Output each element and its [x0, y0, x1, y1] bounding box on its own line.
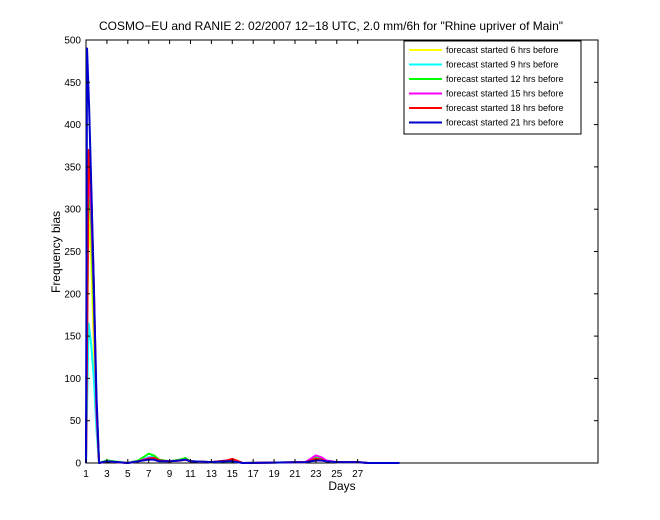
- y-tick-label: 150: [64, 332, 81, 343]
- legend-label-3: forecast started 12 hrs before: [446, 74, 564, 84]
- y-tick-label: 450: [64, 78, 81, 89]
- legend-label-2: forecast started 9 hrs before: [446, 60, 559, 70]
- y-tick-label: 350: [64, 162, 81, 173]
- x-tick-label: 5: [125, 469, 131, 480]
- y-tick-label: 200: [64, 289, 81, 300]
- x-axis-label: Days: [328, 479, 355, 493]
- y-tick-label: 100: [64, 374, 81, 385]
- x-tick-label: 13: [206, 469, 218, 480]
- legend-label-1: forecast started 6 hrs before: [446, 45, 559, 55]
- x-tick-label: 21: [289, 469, 301, 480]
- y-tick-label: 250: [64, 247, 81, 258]
- x-tick-label: 25: [331, 469, 343, 480]
- y-tick-label: 400: [64, 120, 81, 131]
- x-tick-label: 1: [83, 469, 89, 480]
- x-tick-label: 9: [167, 469, 173, 480]
- x-tick-label: 7: [146, 469, 152, 480]
- x-tick-label: 3: [104, 469, 110, 480]
- x-tick-label: 27: [352, 469, 364, 480]
- y-tick-label: 0: [75, 459, 81, 470]
- series-line-6: [85, 47, 400, 464]
- chart-title: COSMO−EU and RANIE 2: 02/2007 12−18 UTC,…: [99, 19, 563, 33]
- x-tick-label: 19: [269, 469, 281, 480]
- legend-label-5: forecast started 18 hrs before: [446, 103, 564, 113]
- y-tick-label: 500: [64, 36, 81, 47]
- y-tick-label: 300: [64, 205, 81, 216]
- x-tick-label: 17: [248, 469, 260, 480]
- legend-label-6: forecast started 21 hrs before: [446, 118, 564, 128]
- chart-legend: forecast started 6 hrs before forecast st…: [403, 40, 582, 135]
- y-axis-label: Frequency bias: [49, 211, 63, 293]
- y-tick-label: 50: [70, 416, 82, 427]
- x-tick-label: 23: [310, 469, 322, 480]
- legend-box: [403, 40, 582, 135]
- legend-label-4: forecast started 15 hrs before: [446, 89, 564, 99]
- x-tick-label: 11: [185, 469, 196, 480]
- x-tick-label: 15: [227, 469, 239, 480]
